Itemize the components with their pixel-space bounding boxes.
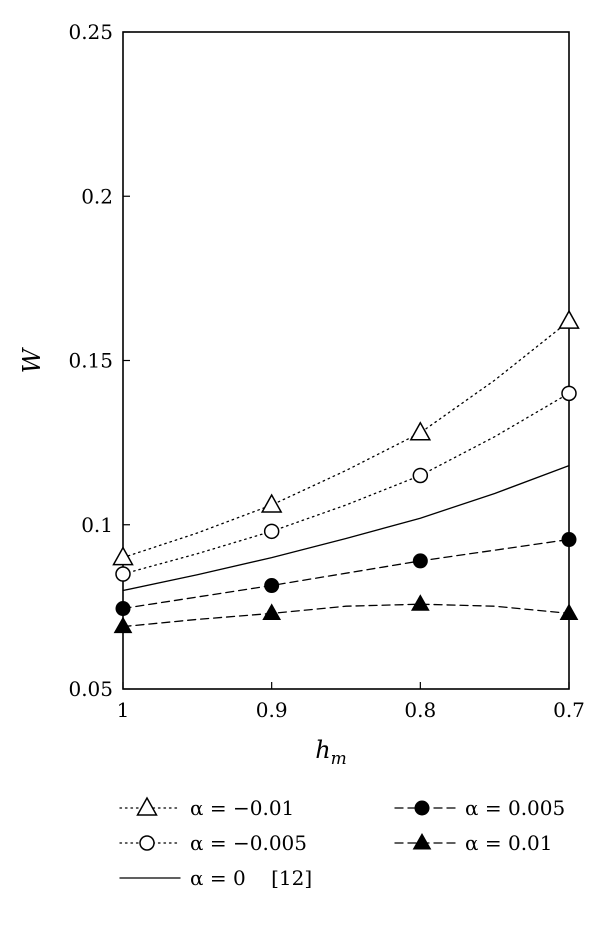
y-axis-label: W [18,346,46,373]
data-point [112,546,134,566]
y-tick-label: 0.15 [68,349,113,373]
data-point [115,601,131,617]
x-axis-label-subscript: m [331,749,347,769]
x-tick-label: 0.8 [404,698,436,722]
legend-label: α = −0.005 [190,831,307,855]
legend-label: α = 0 [12] [190,866,312,890]
x-axis-label: hm [315,736,347,769]
legend-label: α = 0.01 [465,831,553,855]
data-point [262,603,282,620]
y-tick-label: 0.05 [68,677,113,701]
y-tick-label: 0.1 [81,513,113,537]
y-tick-label: 0.25 [68,20,113,44]
legend-marker [139,835,155,851]
data-point [409,421,432,441]
data-point [412,467,429,484]
x-tick-label: 0.9 [256,698,288,722]
legend-label: α = 0.005 [465,796,565,820]
legend-marker [412,832,432,850]
data-point [412,553,428,569]
axis-ticks: 0.25 0.2 0.15 0.1 0.051 0.9 0.8 0.7 [68,20,584,722]
data-point [410,594,430,611]
series-line [122,392,570,575]
data-point [263,523,280,540]
x-tick-label: 1 [117,698,130,722]
legend-label: α = −0.01 [190,796,294,820]
series-lines [122,320,570,628]
data-point [561,385,577,402]
data-point [115,566,131,582]
data-point [264,578,280,594]
data-point [561,532,577,548]
data-point [113,616,133,634]
series-line [122,538,570,610]
data-point [558,309,580,329]
series-markers [112,309,580,634]
series-line [122,320,570,559]
y-tick-label: 0.2 [81,184,113,208]
series-line [122,464,570,592]
series-line [122,603,570,628]
legend: α = −0.01 α = −0.005 α = 0 [12] α = 0.005 α … [119,796,565,890]
plot-frame [122,31,570,690]
data-point [260,493,283,513]
legend-marker [414,800,430,816]
x-tick-label: 0.7 [553,698,585,722]
x-axis-label-main: h [315,736,330,764]
data-point [559,603,579,620]
legend-marker [136,796,158,816]
